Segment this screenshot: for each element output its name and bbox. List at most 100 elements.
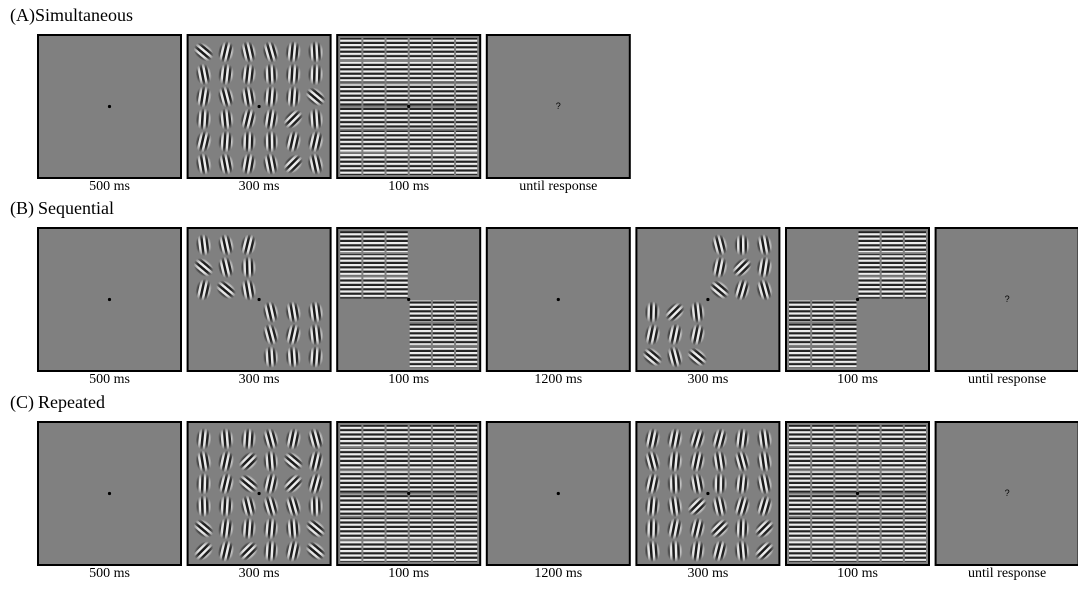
panel-name: Repeated [38,392,105,412]
gabor-patch [259,85,283,109]
mask-block [812,324,833,345]
mask-block [410,518,431,539]
gabor [236,151,261,176]
mask-block [812,541,833,562]
mask-block [905,448,926,469]
mask-block [859,495,880,516]
mask-block [433,131,454,152]
gabor [641,517,663,539]
gabor-patch [639,471,665,497]
mask-block [789,495,810,516]
gabor-patch [192,473,215,496]
gabor-patch [237,130,260,153]
fixation-dot [706,298,709,301]
gabor [662,516,688,542]
mask-block [387,541,408,562]
mask-block [387,471,408,492]
mask-block [410,131,431,152]
mask-block [340,518,361,539]
gabor-patch [304,40,327,63]
gabor-patch [641,517,663,539]
frame [786,228,929,371]
panel-title: (B)Sequential [10,198,114,219]
mask-block [433,448,454,469]
gabor [237,256,260,279]
mask-block [882,448,903,469]
gabor [662,426,688,452]
mask-block [456,38,477,59]
gabor-patch [730,427,754,451]
mask-block [456,495,477,516]
gabor [191,151,216,176]
mask-block [905,518,926,539]
mask-block [835,471,856,492]
mask-block [859,277,880,298]
panel-label: (C) [10,392,34,413]
gabor [752,232,777,257]
duration-label: 300 ms [687,566,728,581]
gabor [662,322,688,348]
mask-block [812,495,833,516]
gabor [280,322,306,348]
gabor-patch [192,427,216,451]
mask-block [340,495,361,516]
mask-block [433,518,454,539]
mask-block [410,38,431,59]
gabor-patch [214,107,238,131]
gabor [236,277,261,302]
fixation-dot [108,105,111,108]
gabor-patch [236,151,261,176]
gabor-patch [214,516,238,540]
frame [337,422,480,565]
duration-label: 100 ms [388,179,429,194]
mask-block [812,448,833,469]
mask-block [789,471,810,492]
panel-label: (B) [10,198,34,219]
mask-block [456,518,477,539]
gabor-patch [236,62,260,86]
gabor [191,449,216,474]
frame [188,35,331,180]
gabor-patch [752,449,777,474]
gabor-patch [280,322,306,348]
frame [636,422,780,567]
gabor-patch [191,62,217,88]
gabor-patch [685,300,709,324]
mask-block [410,425,431,446]
gabor-patch [684,448,710,474]
mask-block [433,154,454,175]
duration-label: 500 ms [89,566,130,581]
gabor [304,108,327,131]
gabor-patch [260,130,282,152]
gabor [303,151,329,177]
response-prompt: ? [556,101,561,111]
frame: ? [487,35,630,178]
gabor-patch [192,495,215,518]
gabor-patch [191,151,216,176]
mask-block [363,541,384,562]
mask-block [387,495,408,516]
gabor [303,129,329,155]
gabor [191,62,217,88]
gabor [214,130,237,153]
gabor-patch [752,471,778,497]
frame [188,422,331,567]
gabor-patch [214,495,237,518]
mask-block [456,301,477,322]
mask-block [433,425,454,446]
gabor [685,539,709,563]
gabor [213,151,239,177]
mask-block [859,471,880,492]
mask-block [882,425,903,446]
mask-block [905,231,926,252]
mask-block [433,324,454,345]
mask-block [789,541,810,562]
frame: ? [936,422,1078,565]
gabor-patch [730,472,754,496]
mask-block [363,38,384,59]
gabor [214,427,238,451]
mask-block [812,425,833,446]
duration-label: 500 ms [89,372,130,387]
mask-block [859,541,880,562]
gabor-patch [707,449,732,474]
